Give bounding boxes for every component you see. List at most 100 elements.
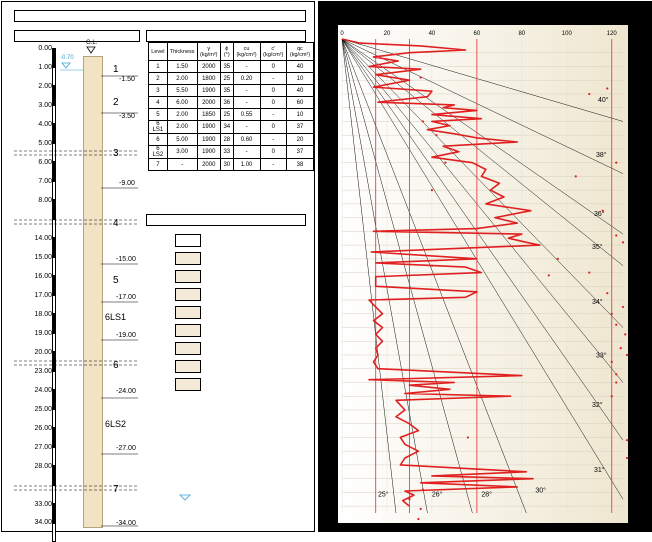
layer-label: 6LS2	[105, 419, 127, 429]
table-cell: 1900	[196, 133, 221, 146]
table-cell: 38	[286, 158, 314, 171]
table-cell: 1.50	[166, 60, 198, 73]
legend-swatch	[175, 306, 201, 319]
scatter-point	[606, 87, 609, 90]
soil-column	[83, 56, 103, 528]
angle-label: 38°	[596, 151, 607, 159]
x-tick-label: 40	[429, 31, 436, 37]
table-cell: 1900	[196, 84, 221, 97]
table-cell: 5.50	[166, 84, 198, 97]
depth-tick: 24.00	[34, 387, 52, 394]
table-cell: 0	[259, 120, 288, 134]
table-cell: 1900	[196, 145, 221, 159]
y-tick-label: -6	[333, 119, 339, 125]
angle-label: 25°	[378, 491, 389, 499]
table-cell: -	[259, 158, 288, 171]
depth-tick: 1.00	[38, 64, 52, 71]
table-cell: 25	[219, 72, 234, 85]
table-cell: 0	[259, 96, 288, 109]
boundary-label: -15.00	[116, 256, 136, 263]
scatter-point	[408, 498, 411, 501]
y-tick-label: -29	[329, 435, 338, 441]
layer-label: 6LS1	[105, 312, 127, 322]
scatter-point	[435, 134, 438, 137]
table-cell: 28	[219, 133, 234, 146]
legend-swatch	[175, 270, 201, 283]
legend-swatch	[175, 360, 201, 373]
x-tick-label: 100	[562, 31, 573, 37]
table-cell: 36	[219, 96, 234, 109]
y-tick-label: -28	[329, 422, 338, 428]
depth-tick: 16.00	[34, 273, 52, 280]
y-tick-label: -16	[329, 257, 338, 263]
scatter-point	[621, 305, 625, 309]
table-cell: 40	[286, 60, 314, 73]
table-cell: 37	[286, 120, 314, 134]
table-cell: 6	[148, 133, 168, 146]
depth-tick: 5.00	[38, 140, 52, 147]
table-row: 1 1.50 2000 35-0 40	[148, 60, 314, 73]
depth-tick: 33.00	[34, 501, 52, 508]
table-cell: 25	[219, 108, 234, 121]
depth-tick: 6.00	[38, 159, 52, 166]
table-cell: 1900	[196, 120, 221, 134]
borehole-log-panel: G.L. -0.70 0.00 1.00 2.00 3.00 4.00 5.00…	[1, 1, 315, 542]
table-row: 6 LS2 3.00 1900 33-0 37	[148, 145, 314, 159]
table-cell: 2000	[196, 60, 221, 73]
y-tick-label: -18	[329, 284, 338, 290]
y-tick-label: -4	[333, 92, 339, 98]
scatter-point	[625, 439, 629, 442]
y-tick-label: -2	[333, 64, 339, 70]
table-cell: 2000	[196, 158, 221, 171]
layer-label: 6	[113, 360, 119, 371]
angle-label: 26°	[432, 491, 443, 499]
scatter-point	[417, 517, 420, 521]
table-cell: 3	[148, 84, 168, 97]
depth-tick: 8.00	[38, 197, 52, 204]
table-cell: 6 LS1	[148, 120, 168, 134]
depth-scale-bar	[52, 48, 56, 542]
table-cell: 1.00	[232, 158, 261, 171]
table-cell: 30	[219, 158, 234, 171]
friction-angle-line	[341, 38, 624, 122]
scatter-point	[625, 353, 629, 357]
y-tick-label: -19	[329, 298, 338, 304]
cpt-chart: -1 -2 -3 -4 -5 -6 -7 -8 -9 -10 -11 -12 -13 -14 -15 -16 -…	[329, 25, 629, 523]
y-tick-label: -15	[329, 243, 338, 249]
scatter-point	[610, 312, 613, 315]
friction-angle-line	[341, 38, 397, 514]
table-cell: 6.00	[166, 96, 198, 109]
y-tick-label: -32	[329, 477, 338, 483]
y-tick-label: -33	[329, 490, 338, 496]
table-cell: -	[232, 120, 261, 134]
table-header: cu (kg/cm²)	[232, 42, 261, 61]
x-tick-label: 60	[474, 31, 481, 37]
x-tick-label: 80	[518, 31, 525, 37]
friction-angle-line	[341, 38, 624, 383]
x-tick-label: 0	[340, 31, 344, 37]
x-tick-label: 120	[607, 31, 618, 37]
scatter-point	[615, 161, 618, 164]
table-cell: 2.00	[166, 72, 198, 85]
table-cell: 60	[286, 96, 314, 109]
layer-label: 2	[113, 97, 119, 108]
table-cell: 2	[148, 72, 168, 85]
table-cell: 1850	[196, 108, 221, 121]
table-row: 5 2.00 1850 25 0.55-10	[148, 108, 314, 121]
depth-tick: 14.00	[34, 235, 52, 242]
table-header: qc (kg/cm²)	[286, 42, 314, 61]
y-tick-label: -11	[330, 188, 339, 194]
friction-angle-line	[341, 38, 624, 328]
scatter-point	[610, 395, 613, 398]
depth-tick: 28.00	[34, 463, 52, 470]
boundary-label: -19.00	[116, 332, 136, 339]
depth-tick: 4.00	[38, 121, 52, 128]
scatter-point	[574, 175, 577, 178]
table-cell: 35	[219, 84, 234, 97]
y-tick-label: -13	[329, 216, 338, 222]
y-tick-label: -10	[329, 174, 338, 180]
table-cell: 2.00	[166, 120, 198, 134]
scatter-point	[625, 456, 629, 460]
angle-label: 32°	[592, 401, 603, 409]
angle-label: 35°	[592, 243, 603, 251]
